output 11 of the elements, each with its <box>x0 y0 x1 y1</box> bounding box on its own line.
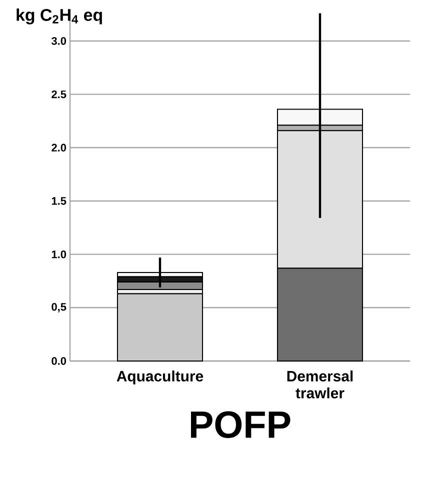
y-tick-label: 1.0 <box>52 250 66 258</box>
y-tick-label: 0.0 <box>52 357 66 365</box>
x-tick-label: Aquaculture <box>116 370 204 384</box>
x-axis-title: POFP <box>190 411 290 438</box>
y-tick-label: 0,5 <box>52 303 66 312</box>
x-tick-label: Demersal trawler <box>287 370 353 398</box>
y-tick-label: 1.5 <box>52 197 66 205</box>
y-tick-label: 2.0 <box>52 144 66 152</box>
y-tick-label: 3.0 <box>51 37 66 45</box>
y-tick-label: 2.5 <box>52 90 66 98</box>
y-axis-title: kg C$_{2}$H$_{4}$ eq <box>16 8 102 24</box>
